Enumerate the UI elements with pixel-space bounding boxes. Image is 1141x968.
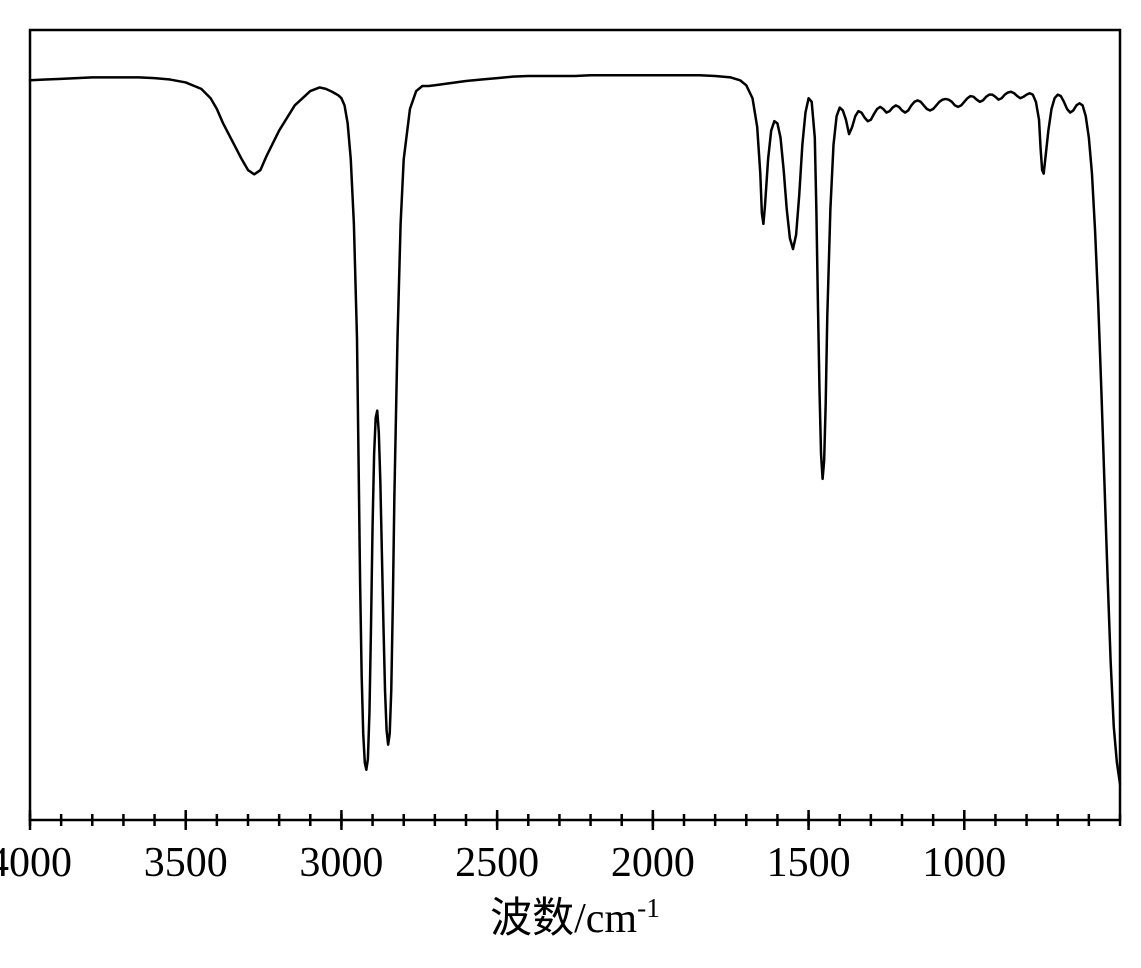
x-tick-label: 2000 — [611, 840, 695, 886]
x-tick-label: 3000 — [299, 840, 383, 886]
x-tick-label: 2500 — [455, 840, 539, 886]
chart-svg: 4000 3500 3000 2500 2000 1500 1000 波数/cm-1 — [0, 0, 1141, 968]
ir-spectrum-chart: 4000 3500 3000 2500 2000 1500 1000 波数/cm-1 — [0, 0, 1141, 968]
x-tick-label: 4000 — [0, 840, 72, 886]
x-tick-label: 1000 — [922, 840, 1006, 886]
x-tick-label: 3500 — [144, 840, 228, 886]
x-tick-label: 1500 — [767, 840, 851, 886]
x-axis-label: 波数/cm-1 — [490, 893, 660, 942]
